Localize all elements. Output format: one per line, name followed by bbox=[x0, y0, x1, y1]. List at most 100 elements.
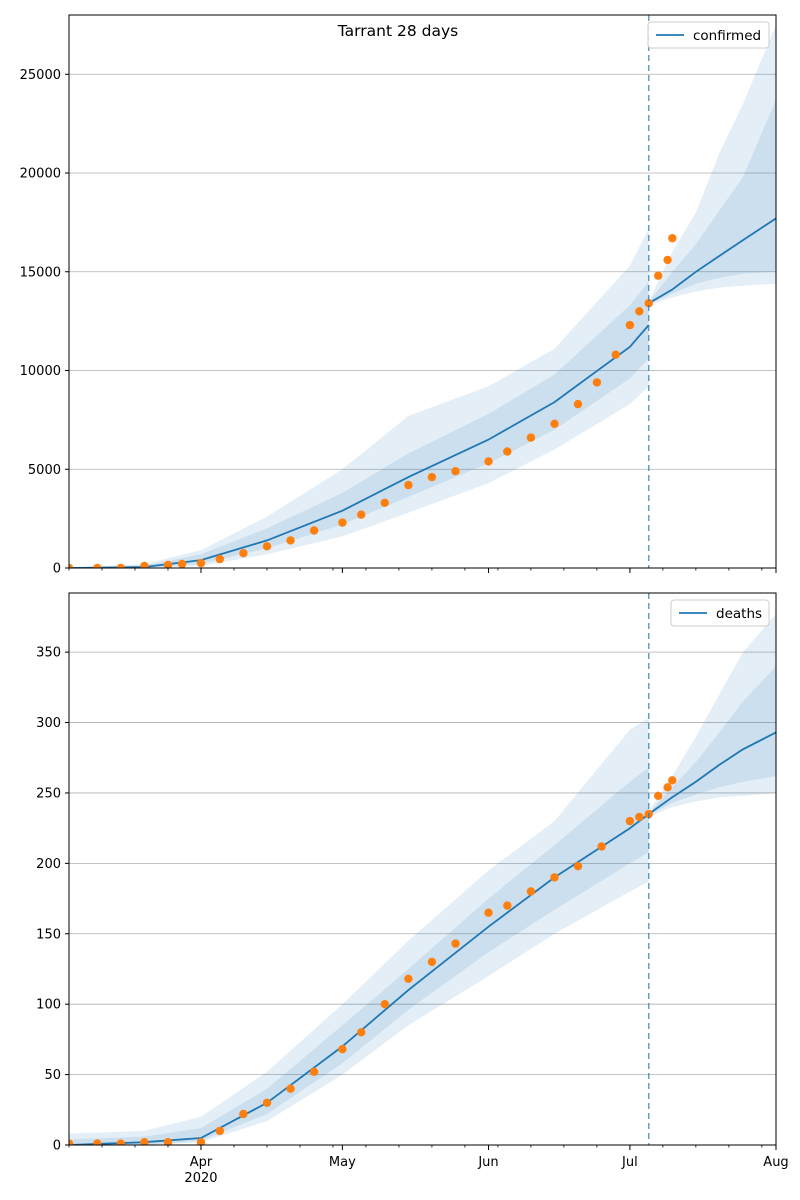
observed-point bbox=[93, 563, 102, 568]
model-fit-line bbox=[69, 324, 650, 568]
legend-box bbox=[647, 21, 770, 49]
y-tick-label: 300 bbox=[36, 716, 61, 731]
forecast-line bbox=[648, 217, 776, 305]
plot-area bbox=[69, 24, 776, 568]
observed-point bbox=[550, 419, 559, 428]
legend-box bbox=[670, 599, 770, 627]
uncertainty-band-3 bbox=[648, 24, 776, 306]
observed-point bbox=[644, 299, 653, 308]
observed-point bbox=[69, 563, 74, 568]
y-tick-label: 0 bbox=[53, 1139, 61, 1154]
x-tick-label: May bbox=[329, 1155, 356, 1170]
observed-point bbox=[654, 791, 663, 800]
y-tick-label: 20000 bbox=[20, 167, 61, 182]
observed-point bbox=[177, 559, 187, 568]
observed-point bbox=[196, 558, 206, 568]
legend-label: deaths bbox=[716, 606, 762, 622]
uncertainty-band-1 bbox=[69, 228, 649, 568]
observed-point bbox=[573, 862, 583, 871]
observed-point bbox=[262, 542, 272, 551]
observed-point bbox=[286, 1084, 295, 1093]
observed-point bbox=[427, 472, 437, 482]
uncertainty-band-1 bbox=[69, 718, 649, 1145]
observed-point bbox=[484, 457, 493, 466]
observed-point bbox=[503, 901, 512, 910]
observed-point bbox=[404, 974, 413, 983]
observed-point bbox=[625, 816, 635, 826]
observed-point bbox=[484, 908, 493, 917]
y-tick-label: 15000 bbox=[20, 265, 61, 280]
model-fit-line bbox=[69, 813, 650, 1145]
observed-point bbox=[597, 842, 606, 851]
observed-point bbox=[668, 776, 677, 785]
observed-point bbox=[526, 887, 536, 896]
observed-point bbox=[526, 433, 536, 442]
observed-point bbox=[592, 378, 602, 387]
observed-point bbox=[668, 234, 677, 243]
observed-point bbox=[163, 560, 173, 568]
y-tick-label: 100 bbox=[36, 998, 61, 1013]
observed-point bbox=[611, 350, 620, 359]
x-tick-label: Apr bbox=[190, 1155, 213, 1170]
observed-point bbox=[404, 480, 413, 490]
observed-point bbox=[140, 1138, 149, 1145]
observed-point bbox=[163, 1138, 173, 1145]
uncertainty-band-2 bbox=[69, 281, 649, 568]
observed-point bbox=[380, 1000, 389, 1009]
observed-point bbox=[338, 518, 347, 527]
x-tick-label: Aug bbox=[763, 1155, 788, 1170]
observed-point bbox=[635, 307, 644, 316]
y-tick-label: 150 bbox=[36, 927, 61, 942]
y-tick-label: 200 bbox=[36, 857, 61, 872]
observed-point bbox=[451, 939, 460, 948]
observed-point bbox=[635, 812, 644, 822]
y-tick-label: 10000 bbox=[20, 364, 61, 379]
observed-point bbox=[309, 526, 319, 535]
observed-point bbox=[286, 536, 295, 545]
y-tick-label: 50 bbox=[44, 1068, 61, 1083]
axes-frame bbox=[68, 592, 777, 1146]
chart-panels: 0 5000 10000 15000 20000 25000 confirmed 0 50 100… bbox=[20, 14, 789, 1186]
axes-frame bbox=[68, 14, 777, 569]
observed-point bbox=[309, 1067, 319, 1077]
observed-point bbox=[663, 783, 672, 792]
observed-point bbox=[338, 1045, 347, 1054]
legend-label: confirmed bbox=[693, 28, 761, 44]
y-tick-label: 250 bbox=[36, 786, 61, 801]
observed-point bbox=[262, 1098, 272, 1108]
uncertainty-band-4 bbox=[648, 666, 776, 816]
forecast-line bbox=[648, 731, 776, 815]
observed-point bbox=[239, 549, 248, 558]
observed-point bbox=[550, 873, 559, 882]
observed-point bbox=[116, 563, 125, 568]
uncertainty-band-4 bbox=[648, 99, 776, 305]
y-tick-label: 25000 bbox=[20, 68, 61, 83]
observed-point bbox=[451, 467, 460, 476]
observed-point bbox=[625, 320, 635, 330]
observed-point bbox=[380, 498, 389, 507]
plot-area bbox=[69, 614, 776, 1145]
figure-title: Tarrant 28 days bbox=[337, 22, 458, 40]
panel-2: 0 50 100 150 200 250 300 350 Apr May Jun Jul Aug 2020… bbox=[36, 592, 789, 1186]
observed-point bbox=[503, 447, 512, 456]
observed-point bbox=[357, 1028, 366, 1037]
observed-point bbox=[93, 1139, 102, 1145]
observed-point bbox=[215, 554, 224, 564]
observed-point bbox=[69, 1139, 74, 1145]
y-tick-label: 350 bbox=[36, 646, 61, 661]
panel-1: 0 5000 10000 15000 20000 25000 confirmed bbox=[20, 14, 777, 577]
y-tick-label: 0 bbox=[53, 562, 61, 577]
observed-point bbox=[357, 510, 366, 519]
observed-point bbox=[116, 1139, 125, 1145]
observed-point bbox=[196, 1138, 206, 1145]
x-tick-label: Jul bbox=[621, 1155, 638, 1170]
observed-point bbox=[239, 1109, 248, 1119]
uncertainty-band-3 bbox=[648, 614, 776, 817]
observed-point bbox=[663, 255, 672, 265]
observed-point bbox=[573, 399, 583, 409]
observed-point bbox=[215, 1126, 224, 1136]
observed-point bbox=[654, 271, 663, 280]
observed-point bbox=[427, 957, 437, 967]
x-year-label: 2020 bbox=[184, 1171, 217, 1186]
